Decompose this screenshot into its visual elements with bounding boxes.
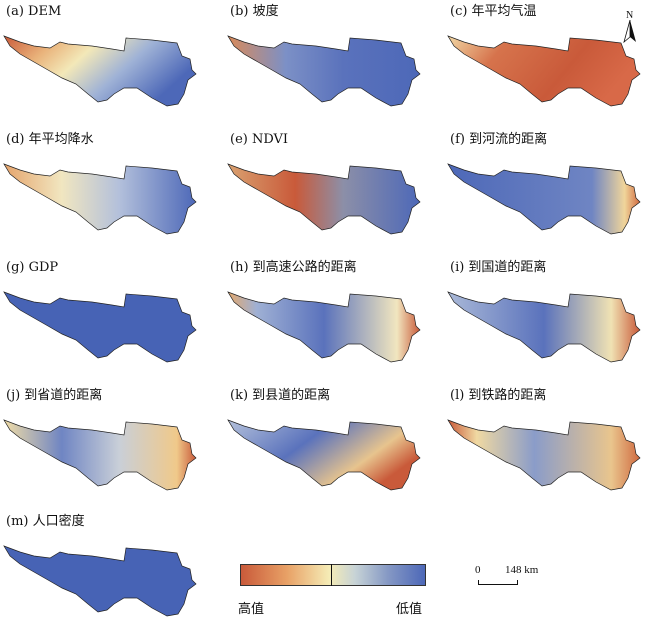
scale-distance-label: 148 km [505,564,539,576]
panel-population-density: (m) 人口密度 [2,514,218,642]
panel-label: (l) 到铁路的距离 [450,388,547,403]
panel-label: (a) DEM [6,4,62,19]
panel-temperature: (c) 年平均气温 [446,4,650,132]
panel-slope: (b) 坡度 [226,4,442,132]
legend-high-label: 高值 [238,602,265,617]
legend-midpoint-mark [331,564,332,586]
panel-label: (f) 到河流的距离 [450,132,548,147]
scale-line [478,580,518,585]
scale-bar: 0 148 km [470,564,560,594]
panel-label: (k) 到县道的距离 [230,388,331,403]
map-region [447,419,641,491]
panel-ndvi: (e) NDVI [226,132,442,260]
panel-label: (d) 年平均降水 [6,132,94,147]
map-region [447,291,641,363]
panel-label: (e) NDVI [230,132,289,147]
map-region [3,419,197,491]
map-region [227,419,421,491]
panel-highway-distance: (h) 到高速公路的距离 [226,260,442,388]
panel-national-road-distance: (i) 到国道的距离 [446,260,650,388]
panel-label: (j) 到省道的距离 [6,388,103,403]
legend-low-label: 低值 [396,602,423,617]
panel-county-road-distance: (k) 到县道的距离 [226,388,442,516]
panel-label: (h) 到高速公路的距离 [230,260,357,275]
panel-label: (m) 人口密度 [6,514,85,529]
map-region [447,35,641,107]
north-letter: N [626,10,634,21]
color-legend: 高值 低值 [238,560,428,620]
map-region [3,35,197,107]
panel-label: (i) 到国道的距离 [450,260,547,275]
legend-color-bar [240,564,426,586]
map-region [447,163,641,235]
map-region [3,163,197,235]
map-region [227,35,421,107]
panel-gdp: (g) GDP [2,260,218,388]
panel-precipitation: (d) 年平均降水 [2,132,218,260]
map-region [3,545,197,617]
panel-label: (b) 坡度 [230,4,279,19]
panel-river-distance: (f) 到河流的距离 [446,132,650,260]
map-region [227,291,421,363]
scale-zero-label: 0 [475,564,481,576]
north-arrow-icon [623,20,636,44]
north-arrow: N [622,10,640,44]
panel-railway-distance: (l) 到铁路的距离 [446,388,650,516]
panel-provincial-road-distance: (j) 到省道的距离 [2,388,218,516]
map-region [3,291,197,363]
map-region [227,163,421,235]
panel-dem: (a) DEM [2,4,218,132]
panel-label: (g) GDP [6,260,59,275]
panel-label: (c) 年平均气温 [450,4,537,19]
